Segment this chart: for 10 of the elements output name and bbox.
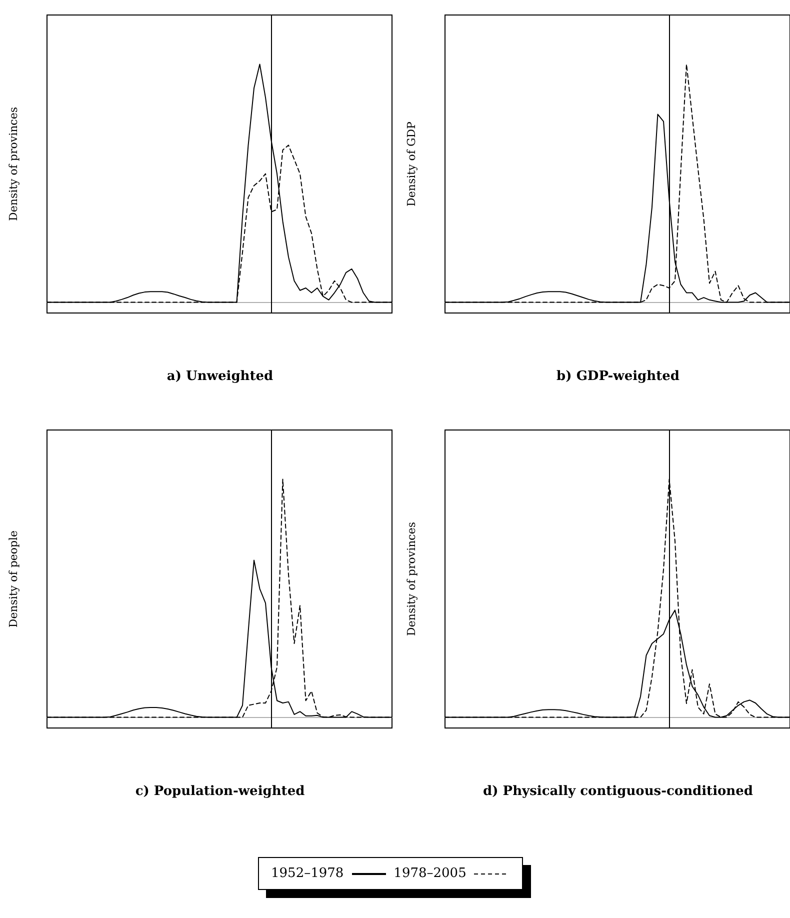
y-axis-title: Density of provinces (7, 106, 20, 221)
text: a) Unweighted (166, 369, 274, 384)
text: b) GDP-weighted (556, 369, 680, 384)
text: c) Population-weighted (135, 784, 305, 799)
y-axis-title: Density of GDP (405, 120, 418, 206)
legend-label: 1978–2005 (394, 866, 466, 881)
legend-label: 1952–1978 (271, 866, 344, 881)
y-axis-title: Density of people (7, 530, 20, 628)
y-axis-title: Density of provinces (405, 522, 418, 636)
text: d) Physically contiguous-conditioned (483, 784, 753, 799)
